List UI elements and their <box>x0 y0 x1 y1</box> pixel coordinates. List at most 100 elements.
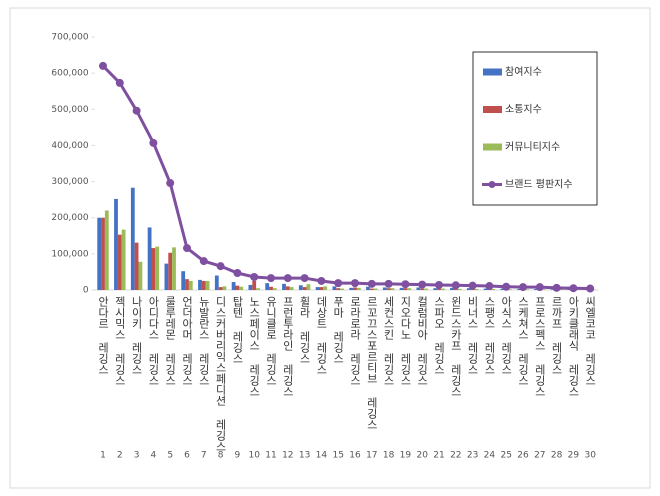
x-tick-label: 언더아머 레깅스 <box>181 296 194 386</box>
point <box>418 280 427 289</box>
rank-label: 30 <box>584 451 596 461</box>
point <box>334 279 343 288</box>
x-tick-label: 아키클래식 레깅스 <box>567 296 580 397</box>
y-tick-label: 400,000 <box>51 141 88 151</box>
bar <box>420 288 425 290</box>
legend-box <box>472 51 598 206</box>
rank-label: 26 <box>517 451 529 461</box>
bar <box>285 286 290 290</box>
bar <box>524 289 529 290</box>
point <box>132 106 141 115</box>
bar <box>491 288 496 290</box>
rank-label: 23 <box>467 451 478 461</box>
x-tick-label: 아식스 레깅스 <box>500 296 513 375</box>
bar <box>466 288 471 290</box>
bar <box>151 248 156 290</box>
bar <box>256 288 260 290</box>
bar <box>386 288 391 290</box>
rank-label: 21 <box>433 451 444 461</box>
rank-label: 22 <box>450 451 461 461</box>
y-tick-label: 300,000 <box>51 177 88 187</box>
point <box>451 281 460 290</box>
point <box>367 279 376 288</box>
bar <box>323 286 328 290</box>
bar <box>181 271 186 290</box>
bar <box>289 287 294 290</box>
x-tick-label: 비너스 레깅스 <box>466 296 479 375</box>
legend-swatch <box>488 181 496 188</box>
legend-swatch <box>483 143 502 151</box>
y-tick-label: 500,000 <box>51 105 88 115</box>
bar <box>474 288 479 290</box>
bar <box>382 287 387 290</box>
legend-label: 커뮤니티지수 <box>505 141 560 153</box>
point <box>199 257 208 266</box>
x-tick-label: 아디다스 레깅스 <box>147 296 160 386</box>
bar <box>534 288 538 290</box>
bar <box>340 288 344 290</box>
bar <box>550 289 555 290</box>
legend-swatch <box>483 68 502 76</box>
bar <box>117 234 122 290</box>
bar <box>306 284 311 290</box>
bar <box>231 282 236 290</box>
bar <box>349 287 354 290</box>
point <box>166 179 175 188</box>
x-tick-label: 푸마 레깅스 <box>332 296 345 364</box>
bar <box>298 285 303 290</box>
point <box>535 283 544 292</box>
rank-label: 14 <box>316 451 328 461</box>
bar <box>168 252 173 290</box>
y-tick-label: 100,000 <box>51 249 88 259</box>
x-tick-label: 스팽스 레깅스 <box>483 296 496 375</box>
point <box>183 244 191 253</box>
bar <box>336 288 341 290</box>
x-tick-label: 프로스펙스 레깅스 <box>533 296 546 397</box>
bar <box>101 217 105 290</box>
x-tick-label: 노스페이스 레깅스 <box>248 296 261 397</box>
rank-label: 12 <box>282 451 293 461</box>
legend-label: 브랜드 평판지수 <box>505 179 573 191</box>
rank-label: 16 <box>349 451 361 461</box>
rank-label: 13 <box>299 451 310 461</box>
x-tick-label: 안다르 레깅스 <box>97 296 110 375</box>
bar <box>315 287 320 290</box>
bar <box>222 286 227 290</box>
point <box>351 279 359 288</box>
bar <box>272 288 277 290</box>
x-tick-label: 로라로라 레깅스 <box>349 296 362 386</box>
bar <box>332 286 337 290</box>
bar <box>517 288 522 290</box>
point <box>569 284 578 293</box>
x-tick-label: 르꼬끄스포르티브 레깅스 <box>365 296 378 430</box>
rank-label: 27 <box>534 451 545 461</box>
point <box>149 138 158 147</box>
bar <box>97 217 102 290</box>
point <box>216 262 225 271</box>
bar <box>201 280 206 290</box>
rank-label: 7 <box>201 451 207 461</box>
x-tick-label: 데상트 레깅스 <box>315 296 328 375</box>
bar <box>155 246 160 290</box>
bar <box>407 288 412 290</box>
bar <box>373 288 378 290</box>
point <box>502 282 511 291</box>
bar <box>390 288 395 290</box>
x-tick-label: 룰루레몬 레깅스 <box>164 296 177 386</box>
bar <box>239 286 244 290</box>
point <box>552 283 561 292</box>
x-tick-label: 윈드스카프 레깅스 <box>449 295 462 397</box>
x-tick-label: 프런투라인 레깅스 <box>281 296 294 397</box>
bar <box>121 229 126 290</box>
rank-label: 20 <box>416 451 428 461</box>
x-tick-label: 스케쳐스 레깅스 <box>517 296 530 386</box>
rank-label: 8 <box>218 451 224 461</box>
rank-label: 29 <box>568 451 580 461</box>
x-tick-label: 탑텐 레깅스 <box>231 296 244 364</box>
legend-label: 소통지수 <box>505 104 542 116</box>
point <box>300 274 309 283</box>
bar <box>319 287 324 290</box>
point <box>485 282 494 291</box>
